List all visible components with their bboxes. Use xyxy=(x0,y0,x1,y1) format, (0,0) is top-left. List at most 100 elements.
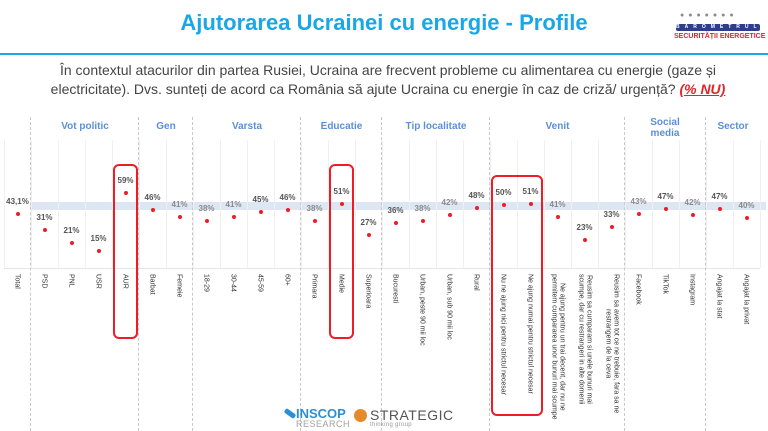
data-point-marker xyxy=(42,227,47,232)
gridline xyxy=(328,140,329,268)
value-label: 41% xyxy=(225,199,242,209)
value-label: 21% xyxy=(63,225,80,235)
group-separator xyxy=(705,117,706,431)
gridline xyxy=(598,140,599,268)
gridline xyxy=(31,140,32,268)
value-label: 42% xyxy=(441,198,458,208)
gridline xyxy=(409,140,410,268)
category-label: Rural xyxy=(472,274,480,291)
value-label: 45% xyxy=(252,194,269,204)
category-label: Bucuresti xyxy=(391,274,399,304)
data-point-marker xyxy=(690,213,695,218)
value-label: 51% xyxy=(333,186,350,196)
value-label: 42% xyxy=(684,198,701,208)
category-label: AUR xyxy=(121,274,129,289)
strategic-logo-sub: thinking group xyxy=(370,422,412,428)
value-label: 43% xyxy=(630,197,647,207)
category-label: 18-29 xyxy=(202,274,210,292)
value-label: 59% xyxy=(117,176,134,186)
data-point-marker xyxy=(393,221,398,226)
data-point-marker xyxy=(501,203,506,207)
strategic-logo-icon xyxy=(354,409,367,422)
data-point-marker xyxy=(717,206,722,211)
gridline xyxy=(490,140,491,268)
value-label: 23% xyxy=(576,223,593,233)
gridline xyxy=(652,140,653,268)
category-label: TikTok xyxy=(661,274,669,294)
gridline xyxy=(166,140,167,268)
logo-subtitle: SECURITĂȚII ENERGETICE xyxy=(674,33,766,40)
group-separator xyxy=(381,117,382,431)
group-label: Gen xyxy=(156,121,176,132)
value-label: 40% xyxy=(738,201,755,210)
gridline xyxy=(220,140,221,268)
gridline xyxy=(355,140,356,268)
gridline xyxy=(463,140,464,268)
category-label: Barbat xyxy=(148,274,156,295)
group-separator xyxy=(300,117,301,431)
category-label: Ne ajung numai pentru strictul necesar xyxy=(526,274,534,394)
chart-baseline xyxy=(4,268,760,269)
logo-dots-icon: ●●●●●●● xyxy=(680,12,738,19)
category-label: 60+ xyxy=(283,274,291,286)
inscop-logo-main: INSCOP xyxy=(296,406,346,421)
data-point-marker xyxy=(177,214,182,219)
group-label: Educatie xyxy=(320,121,363,132)
category-label: Nu ne ajung nici pentru strictul necesar xyxy=(499,274,507,396)
inscop-logo: INSCOP RESEARCH xyxy=(296,406,350,429)
gridline xyxy=(733,140,734,268)
value-label: 33% xyxy=(603,210,620,220)
value-label: 38% xyxy=(414,203,431,213)
value-label: 48% xyxy=(468,190,485,200)
gridline xyxy=(571,140,572,268)
category-label: Reusim sa avem tot ce ne trebuie, fara s… xyxy=(604,274,620,414)
data-point-marker xyxy=(231,214,236,219)
data-point-marker xyxy=(582,238,587,243)
gridline xyxy=(706,140,707,268)
value-label: 31% xyxy=(36,212,53,222)
gridline xyxy=(436,140,437,268)
category-label: Angajat la privat xyxy=(742,274,750,325)
category-label: USR xyxy=(94,274,102,289)
gridline xyxy=(247,140,248,268)
category-label: Femeie xyxy=(175,274,183,298)
value-label: 47% xyxy=(657,191,674,201)
data-point-marker xyxy=(366,232,371,237)
value-label: 41% xyxy=(549,199,566,209)
group-label: Vot politic xyxy=(61,121,109,132)
value-label: 51% xyxy=(522,186,539,196)
category-label: Facebook xyxy=(634,274,642,305)
strategic-logo: STRATEGIC thinking group xyxy=(370,408,454,429)
category-label: Superioara xyxy=(364,274,372,309)
data-point-marker xyxy=(258,209,263,214)
data-point-marker xyxy=(69,240,74,245)
data-point-marker xyxy=(204,218,209,223)
group-separator xyxy=(192,117,193,431)
data-point-marker xyxy=(96,248,101,253)
data-point-marker xyxy=(285,208,290,213)
value-label: 47% xyxy=(711,191,728,201)
gridline xyxy=(139,140,140,268)
gridline xyxy=(112,140,113,268)
gridline xyxy=(4,140,5,268)
category-label: 45-59 xyxy=(256,274,264,292)
category-label: Instagram xyxy=(688,274,696,306)
title-divider xyxy=(0,53,768,55)
total-reference-band xyxy=(30,202,766,210)
data-point-marker xyxy=(150,208,155,213)
category-label: Total xyxy=(13,274,21,289)
data-point-marker xyxy=(15,211,20,216)
page-title: Ajutorarea Ucrainei cu energie - Profile xyxy=(180,10,588,35)
group-separator xyxy=(30,117,31,431)
category-label: Reusim sa cumparam si unele bunuri mai s… xyxy=(577,274,593,405)
group-label: Sector xyxy=(717,121,749,132)
value-label: 41% xyxy=(171,199,188,209)
data-point-marker xyxy=(312,218,317,223)
gridline xyxy=(679,140,680,268)
category-label: 30-44 xyxy=(229,274,237,292)
gridline xyxy=(625,140,626,268)
category-label: Angajat la stat xyxy=(715,274,723,319)
data-point-marker xyxy=(609,225,614,230)
data-point-marker xyxy=(528,201,533,206)
